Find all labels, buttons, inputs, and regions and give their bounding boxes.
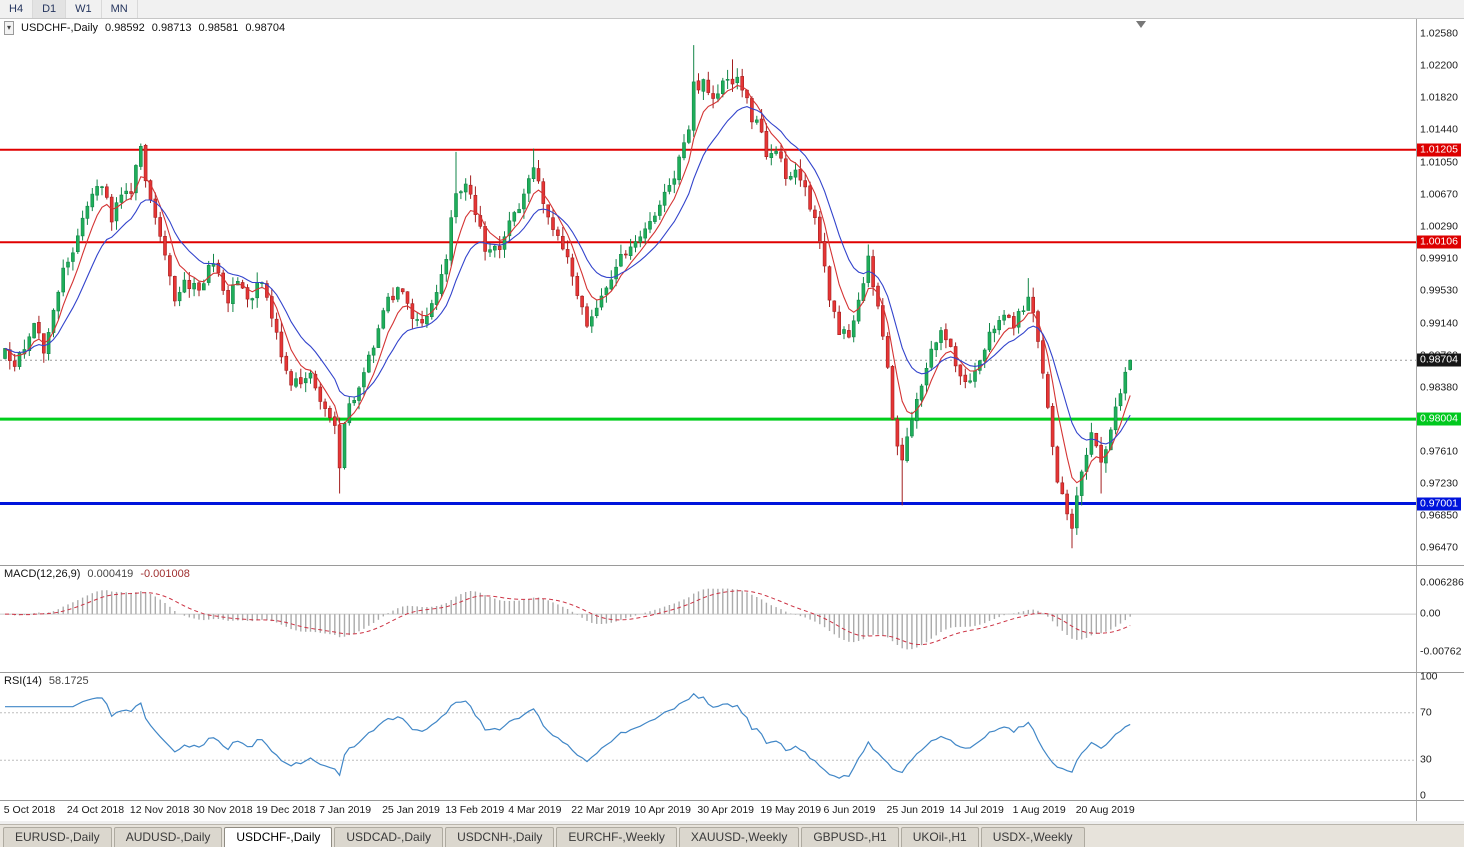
chevron-down-icon[interactable]: ▾ <box>4 21 15 35</box>
time-axis-label: 6 Jun 2019 <box>823 804 876 816</box>
timeframe-toolbar: H4 D1 W1 MN <box>0 0 1464 19</box>
macd-canvas[interactable] <box>0 566 1416 672</box>
macd-label: MACD(12,26,9) 0.000419 -0.001008 <box>4 568 190 580</box>
time-axis-label: 13 Feb 2019 <box>445 804 505 816</box>
time-axis-label: 14 Jul 2019 <box>949 804 1004 816</box>
chart-tab-audusd-daily[interactable]: AUDUSD-,Daily <box>113 827 223 847</box>
rsi-tick: 0 <box>1420 789 1426 802</box>
panel-divider[interactable] <box>0 565 1464 566</box>
price-tick: 1.00670 <box>1420 188 1458 201</box>
status-strip <box>0 821 1464 824</box>
macd-tick: 0.00 <box>1420 607 1441 620</box>
price-badge: 0.97001 <box>1417 497 1461 510</box>
time-axis-label: 7 Jan 2019 <box>319 804 372 816</box>
time-axis-label: 10 Apr 2019 <box>634 804 691 816</box>
time-axis-label: 19 Dec 2018 <box>256 804 316 816</box>
time-axis-label: 25 Jun 2019 <box>886 804 945 816</box>
price-tick: 1.01820 <box>1420 91 1458 104</box>
timeframe-w1[interactable]: W1 <box>66 0 102 18</box>
rsi-label: RSI(14) 58.1725 <box>4 675 89 687</box>
macd-tick: 0.006286 <box>1420 576 1464 589</box>
rsi-tick: 100 <box>1420 670 1438 683</box>
time-axis-label: 4 Mar 2019 <box>508 804 562 816</box>
main-chart-panel: ▾ USDCHF-,Daily 0.98592 0.98713 0.98581 … <box>0 19 1464 565</box>
time-axis-label: 30 Nov 2018 <box>193 804 253 816</box>
panel-divider[interactable] <box>0 672 1464 673</box>
macd-name: MACD(12,26,9) <box>4 568 81 580</box>
chart-tab-gbpusd-h1[interactable]: GBPUSD-,H1 <box>801 827 899 847</box>
timeframe-d1[interactable]: D1 <box>33 0 67 18</box>
quote-low: 0.98581 <box>198 22 239 34</box>
rsi-axis[interactable]: 100 70 30 0 <box>1416 670 1464 802</box>
rsi-name: RSI(14) <box>4 675 42 687</box>
rsi-canvas[interactable] <box>0 673 1416 800</box>
chart-tab-usdx-weekly[interactable]: USDX-,Weekly <box>980 827 1085 847</box>
chart-tab-usdchf-daily[interactable]: USDCHF-,Daily <box>224 827 333 847</box>
time-axis-label: 25 Jan 2019 <box>382 804 440 816</box>
price-tick: 1.00290 <box>1420 220 1458 233</box>
price-tick: 0.97230 <box>1420 477 1458 490</box>
price-badge: 1.00106 <box>1417 235 1461 249</box>
time-axis-label: 24 Oct 2018 <box>66 804 125 816</box>
price-tick: 0.96470 <box>1420 541 1458 554</box>
price-tick: 1.01440 <box>1420 123 1458 136</box>
time-axis-label: 22 Mar 2019 <box>571 804 631 816</box>
price-tick: 1.01050 <box>1420 156 1458 169</box>
rsi-value: 58.1725 <box>48 675 89 687</box>
price-tick: 0.98380 <box>1420 381 1458 393</box>
chart-tab-usdcad-daily[interactable]: USDCAD-,Daily <box>334 827 444 847</box>
macd-panel: MACD(12,26,9) 0.000419 -0.001008 0.00628… <box>0 566 1464 672</box>
rsi-tick: 70 <box>1420 706 1432 719</box>
axis-corner <box>1416 801 1464 821</box>
time-axis-label: 19 May 2019 <box>760 804 822 816</box>
rsi-tick: 30 <box>1420 753 1432 766</box>
price-tick: 0.99140 <box>1420 317 1458 329</box>
price-tick: 0.97610 <box>1420 445 1458 458</box>
macd-axis[interactable]: 0.006286 0.00 -0.00762 <box>1416 566 1464 672</box>
chart-tab-usdcnh-daily[interactable]: USDCNH-,Daily <box>445 827 555 847</box>
price-badge: 0.98704 <box>1417 353 1461 367</box>
price-tick: 0.99530 <box>1420 284 1458 297</box>
rsi-panel: RSI(14) 58.1725 100 70 30 0 <box>0 670 1464 802</box>
time-axis[interactable]: 5 Oct 2018 24 Oct 2018 12 Nov 2018 30 Nov 2… <box>0 800 1464 821</box>
timeframe-mn[interactable]: MN <box>102 0 138 18</box>
chart-tab-eurchf-weekly[interactable]: EURCHF-,Weekly <box>556 827 677 847</box>
price-axis[interactable]: 1.02580 1.02200 1.01820 1.01440 1.01050 1.006… <box>1416 19 1464 565</box>
macd-value-main: 0.000419 <box>87 568 134 580</box>
quote-open: 0.98592 <box>105 22 145 34</box>
chart-quote: ▾ USDCHF-,Daily 0.98592 0.98713 0.98581 … <box>4 21 285 35</box>
chart-tab-ukoil-h1[interactable]: UKOil-,H1 <box>900 827 979 847</box>
time-axis-label: 30 Apr 2019 <box>697 804 755 816</box>
price-badge: 1.01205 <box>1417 143 1461 157</box>
chart-tab-eurusd-daily[interactable]: EURUSD-,Daily <box>3 827 112 847</box>
price-tick: 0.99910 <box>1420 252 1458 265</box>
quote-close: 0.98704 <box>245 22 286 34</box>
price-tick: 1.02200 <box>1420 59 1458 72</box>
time-axis-label: 5 Oct 2018 <box>3 804 56 816</box>
time-axis-label: 12 Nov 2018 <box>129 804 190 816</box>
price-tick: 1.02580 <box>1420 27 1458 40</box>
chart-tab-bar: EURUSD-,Daily AUDUSD-,Daily USDCHF-,Daily U… <box>0 824 1464 847</box>
price-badge: 0.98004 <box>1417 412 1461 426</box>
macd-tick: -0.00762 <box>1420 645 1462 657</box>
chart-symbol-label: USDCHF-,Daily <box>21 22 99 34</box>
quote-high: 0.98713 <box>151 22 192 34</box>
price-chart-canvas[interactable] <box>0 19 1416 565</box>
time-axis-label: 1 Aug 2019 <box>1012 804 1066 816</box>
macd-value-signal: -0.001008 <box>140 568 190 580</box>
chart-tab-xauusd-weekly[interactable]: XAUUSD-,Weekly <box>678 827 800 847</box>
time-axis-label: 20 Aug 2019 <box>1075 804 1135 816</box>
price-tick: 0.96850 <box>1420 509 1458 522</box>
timeframe-h4[interactable]: H4 <box>0 0 34 18</box>
